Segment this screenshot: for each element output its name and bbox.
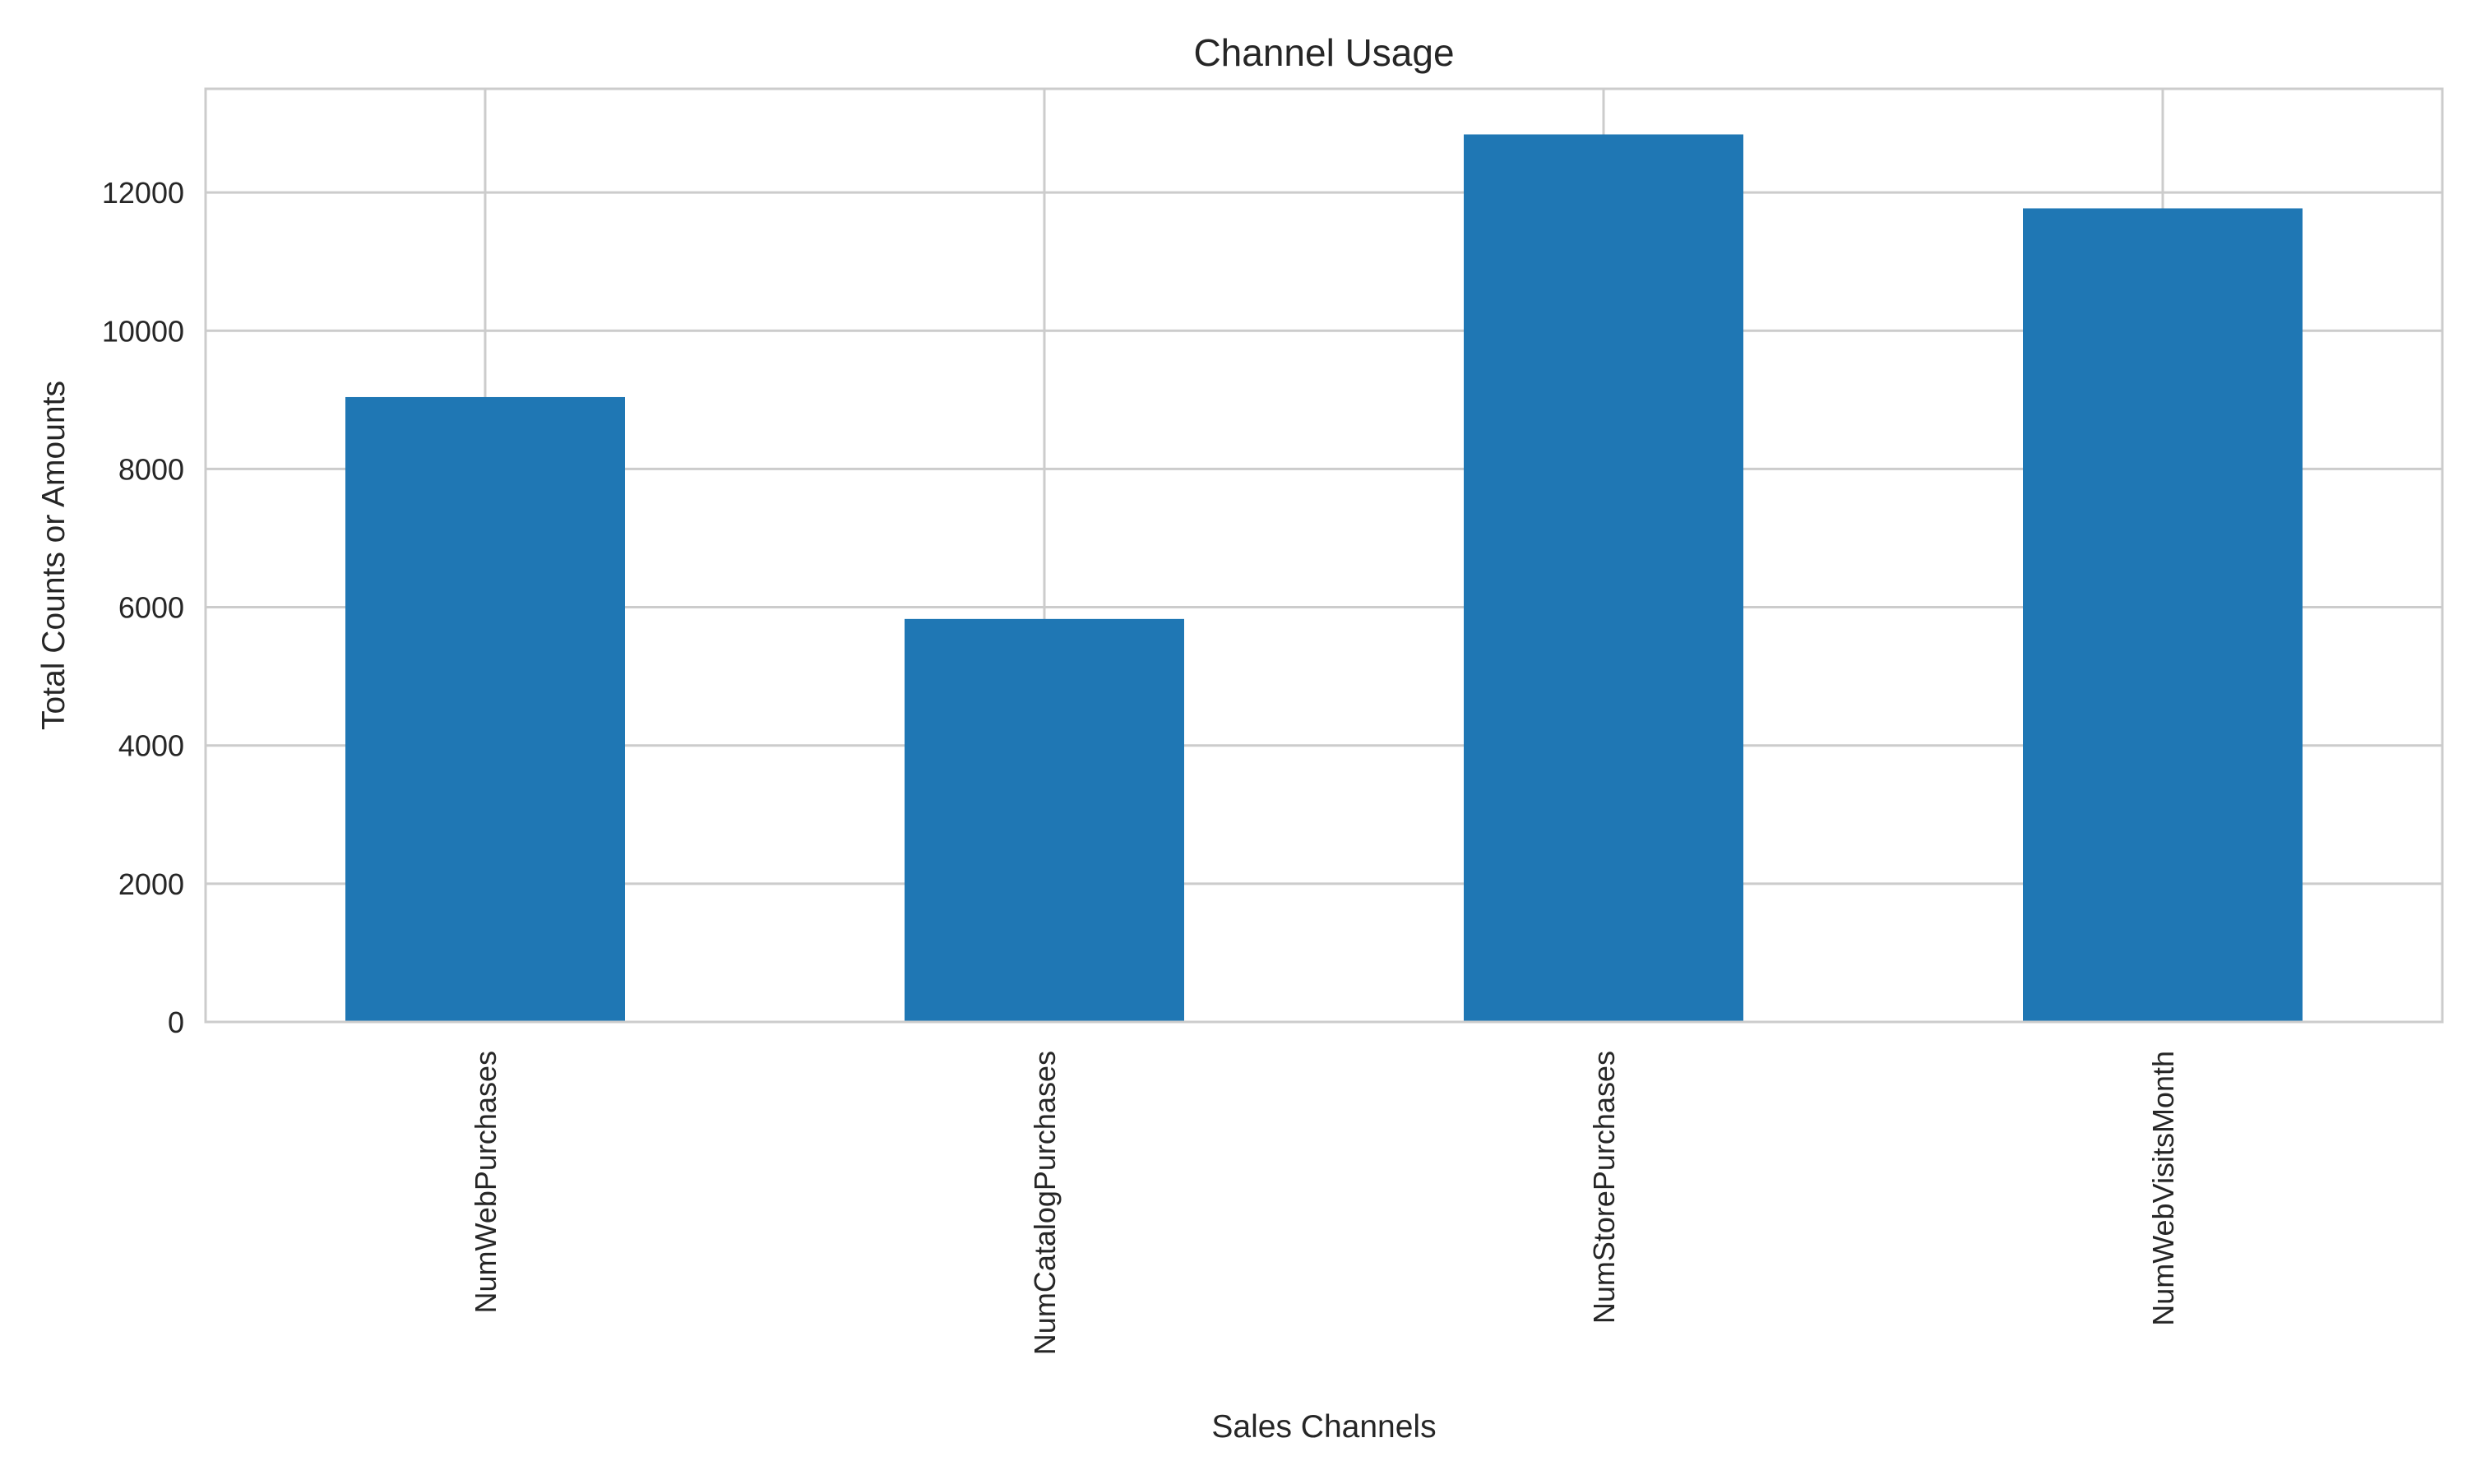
plot-frame <box>204 87 2444 1024</box>
y-tick-label: 6000 <box>118 591 184 625</box>
x-tick-label: NumWebPurchases <box>469 1051 502 1313</box>
x-tick-labels: NumWebPurchases NumCatalogPurchases NumSto… <box>469 1051 2180 1355</box>
bars <box>345 134 2303 1023</box>
chart-title: Channel Usage <box>1193 31 1454 74</box>
y-axis-label: Total Counts or Amounts <box>36 381 72 730</box>
y-tick-label: 0 <box>168 1006 184 1039</box>
x-axis-label: Sales Channels <box>1211 1409 1436 1445</box>
y-tick-label: 12000 <box>102 176 184 210</box>
x-tick-label: NumCatalogPurchases <box>1028 1051 1062 1355</box>
y-tick-label: 8000 <box>118 452 184 486</box>
y-tick-labels: 0 2000 4000 6000 8000 10000 12000 <box>102 176 184 1039</box>
x-tick-label: NumWebVisitsMonth <box>2146 1051 2180 1326</box>
bar-numstorepurchases <box>1464 134 1743 1022</box>
y-tick-label: 2000 <box>118 867 184 901</box>
bar-numwebvisitsmonth <box>2023 208 2303 1023</box>
bar-numcatalogpurchases <box>905 618 1184 1022</box>
y-tick-label: 10000 <box>102 314 184 348</box>
bar-numwebpurchases <box>345 396 625 1023</box>
x-tick-label: NumStorePurchases <box>1587 1051 1621 1324</box>
y-tick-label: 4000 <box>118 729 184 763</box>
